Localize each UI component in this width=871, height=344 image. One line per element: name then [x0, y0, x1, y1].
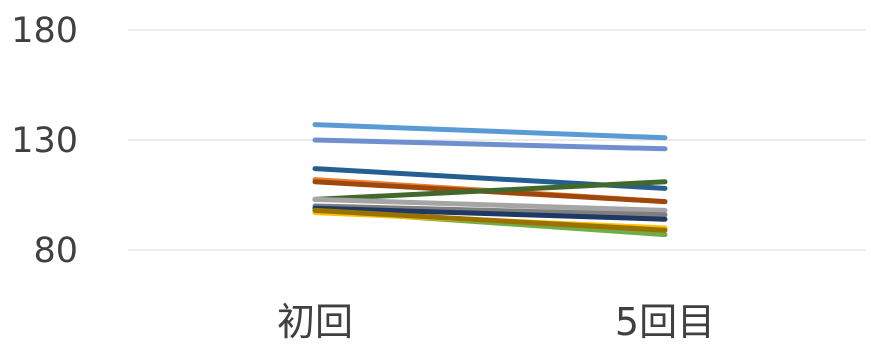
- series-line-12: [312, 207, 668, 233]
- series-line-7: [312, 196, 668, 213]
- x-tick-label: 初回: [277, 300, 353, 344]
- y-tick-label: 80: [33, 231, 78, 271]
- series-line-6: [312, 179, 668, 202]
- series-line-8: [312, 203, 668, 218]
- series-line-2: [312, 137, 668, 152]
- x-axis-ticks: 初回 5回目: [277, 300, 715, 344]
- series-lines: [312, 122, 668, 238]
- x-tick-label: 5回目: [615, 300, 715, 344]
- y-axis-ticks: 80 130 180: [11, 11, 78, 271]
- gridlines: [128, 29, 866, 251]
- y-tick-label: 180: [11, 11, 78, 51]
- series-line-1: [312, 122, 668, 141]
- y-tick-label: 130: [11, 121, 78, 161]
- series-line-9: [312, 205, 668, 222]
